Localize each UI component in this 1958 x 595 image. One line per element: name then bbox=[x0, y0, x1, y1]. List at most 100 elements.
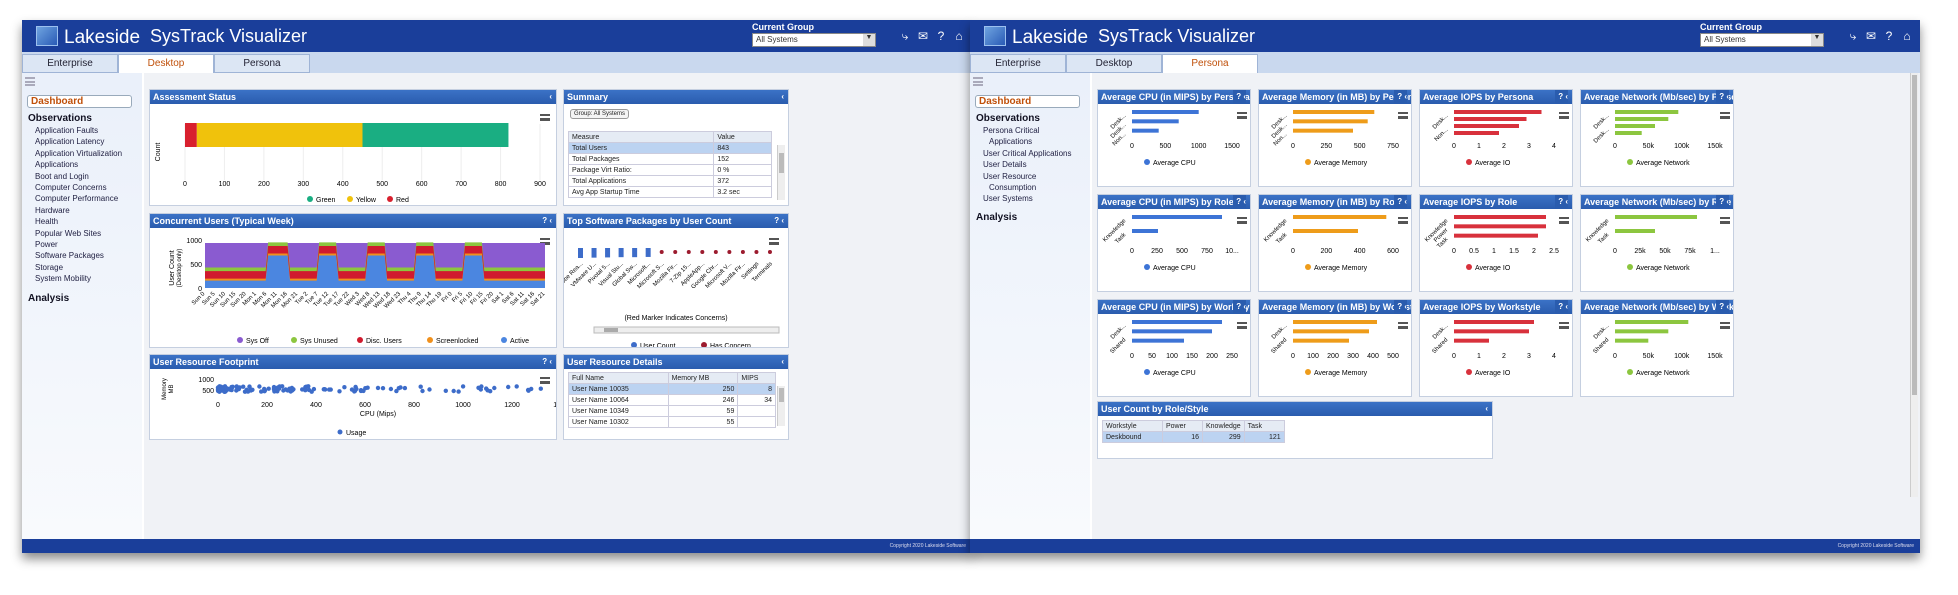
col-task[interactable]: Task bbox=[1243, 420, 1285, 432]
scatter-point[interactable] bbox=[280, 384, 285, 389]
sidebar-item-storage[interactable]: Storage bbox=[35, 262, 64, 272]
tab-persona[interactable]: Persona bbox=[214, 54, 310, 73]
legend-label[interactable]: Average IO bbox=[1475, 160, 1511, 167]
sidebar-item-persona-critical[interactable]: Persona Critical bbox=[983, 126, 1040, 135]
legend-label[interactable]: Average CPU bbox=[1153, 370, 1196, 377]
scatter-point[interactable] bbox=[276, 386, 282, 391]
table-row[interactable]: Package Virt Ratio: 0 % bbox=[567, 164, 772, 176]
table-row[interactable]: Total Applications 372 bbox=[567, 175, 772, 187]
bar[interactable] bbox=[1615, 117, 1669, 121]
concern-marker[interactable] bbox=[740, 250, 745, 254]
legend-label[interactable]: Yellow bbox=[356, 197, 377, 204]
concern-marker[interactable] bbox=[767, 250, 772, 254]
bar[interactable] bbox=[1132, 338, 1184, 343]
chart-menu-icon[interactable] bbox=[1720, 322, 1730, 329]
legend-label[interactable]: User Count bbox=[640, 343, 675, 347]
concern-marker[interactable] bbox=[686, 250, 691, 254]
bar[interactable] bbox=[1293, 215, 1387, 219]
bar[interactable] bbox=[1454, 224, 1546, 229]
legend-label[interactable]: Green bbox=[316, 197, 336, 204]
legend-label[interactable]: Active bbox=[510, 338, 529, 345]
chart-menu-icon[interactable] bbox=[1237, 217, 1247, 224]
scatter-point[interactable] bbox=[484, 386, 489, 391]
help-icon[interactable]: ? bbox=[937, 29, 945, 43]
scatter-point[interactable] bbox=[309, 389, 314, 394]
scatter-point[interactable] bbox=[420, 388, 425, 394]
bar[interactable] bbox=[1454, 117, 1527, 121]
scatter-point[interactable] bbox=[262, 388, 268, 393]
bar[interactable] bbox=[1454, 215, 1546, 219]
chart-menu-icon[interactable] bbox=[1398, 322, 1408, 329]
help-collapse-icon[interactable]: ? ‹ bbox=[1555, 300, 1568, 314]
scatter-point[interactable] bbox=[259, 389, 264, 394]
legend-label[interactable]: Usage bbox=[346, 430, 366, 437]
sidebar-heading-observations[interactable]: Observations bbox=[28, 113, 92, 124]
collapse-icon[interactable]: ‹ bbox=[781, 92, 784, 101]
sidebar-item-user-details[interactable]: User Details bbox=[983, 160, 1027, 170]
bar[interactable] bbox=[1454, 233, 1538, 238]
chart-menu-icon[interactable] bbox=[1237, 112, 1247, 119]
chart-menu-icon[interactable] bbox=[1398, 112, 1408, 119]
concern-marker[interactable] bbox=[713, 250, 718, 254]
bar[interactable] bbox=[1293, 119, 1368, 124]
legend-label[interactable]: Disc. Users bbox=[366, 338, 402, 345]
help-collapse-icon[interactable]: ? ‹ bbox=[774, 216, 784, 225]
tab-desktop[interactable]: Desktop bbox=[118, 54, 214, 73]
chart-menu-icon[interactable] bbox=[540, 377, 550, 384]
help-collapse-icon[interactable]: ? ‹ bbox=[1716, 195, 1729, 209]
scatter-point[interactable] bbox=[451, 388, 456, 394]
scatter-point[interactable] bbox=[248, 388, 254, 393]
bar[interactable] bbox=[1615, 320, 1689, 324]
scatter-point[interactable] bbox=[506, 384, 511, 390]
bar[interactable] bbox=[1293, 338, 1349, 343]
bar[interactable] bbox=[1615, 110, 1679, 114]
sidebar-heading-analysis[interactable]: Analysis bbox=[976, 212, 1018, 223]
help-collapse-icon[interactable]: ? ‹ bbox=[1716, 300, 1729, 314]
scatter-point[interactable] bbox=[514, 384, 519, 389]
legend-label[interactable]: Sys Unused bbox=[300, 338, 338, 345]
scatter-point[interactable] bbox=[272, 389, 277, 394]
scatter-point[interactable] bbox=[479, 384, 484, 389]
chart-menu-icon[interactable] bbox=[769, 238, 779, 245]
bar[interactable] bbox=[645, 248, 651, 257]
tab-enterprise[interactable]: Enterprise bbox=[970, 54, 1066, 73]
bar[interactable] bbox=[1293, 110, 1375, 114]
bar[interactable] bbox=[1615, 329, 1669, 334]
bar[interactable] bbox=[1132, 229, 1158, 233]
chart-menu-icon[interactable] bbox=[1720, 112, 1730, 119]
details-scrollbar[interactable] bbox=[777, 386, 785, 426]
sidebar-item-application-virtualization[interactable]: Application Virtualization bbox=[35, 148, 123, 158]
help-collapse-icon[interactable]: ? ‹ bbox=[542, 216, 552, 225]
scatter-point[interactable] bbox=[443, 388, 448, 393]
col-memory-mb[interactable]: Memory MB bbox=[667, 372, 739, 384]
legend-label[interactable]: Average CPU bbox=[1153, 160, 1196, 167]
legend-label[interactable]: Red bbox=[396, 197, 409, 204]
help-collapse-icon[interactable]: ? ‹ bbox=[1555, 90, 1568, 104]
bar[interactable] bbox=[1454, 110, 1542, 114]
legend-label[interactable]: Average CPU bbox=[1153, 265, 1196, 272]
bar[interactable] bbox=[1615, 229, 1655, 233]
legend-label[interactable]: Average Memory bbox=[1314, 370, 1368, 377]
sidebar-heading-analysis[interactable]: Analysis bbox=[28, 293, 70, 304]
sidebar-item-user-resource[interactable]: User Resource bbox=[983, 171, 1037, 181]
help-collapse-icon[interactable]: ? ‹ bbox=[1394, 300, 1407, 314]
bar[interactable] bbox=[1615, 124, 1655, 128]
legend-label[interactable]: Average IO bbox=[1475, 265, 1511, 272]
menu-icon[interactable] bbox=[973, 77, 983, 86]
chart-menu-icon[interactable] bbox=[1237, 322, 1247, 329]
table-row[interactable]: Total Users 843 bbox=[567, 142, 772, 154]
legend-label[interactable]: Screenlocked bbox=[436, 338, 479, 345]
scatter-point[interactable] bbox=[229, 386, 234, 391]
menu-icon[interactable] bbox=[25, 77, 35, 86]
scatter-point[interactable] bbox=[365, 385, 370, 390]
share-icon[interactable]: ⤷ bbox=[901, 29, 909, 43]
current-group-select[interactable]: All Systems ▼ bbox=[1700, 33, 1824, 47]
scatter-point[interactable] bbox=[375, 385, 381, 391]
help-icon[interactable]: ? bbox=[1885, 29, 1893, 43]
sidebar-item-software-packages[interactable]: Software Packages bbox=[35, 251, 104, 261]
bar[interactable] bbox=[1615, 338, 1649, 343]
bar[interactable] bbox=[1615, 131, 1642, 135]
legend-label[interactable]: Average Network bbox=[1636, 370, 1690, 377]
sidebar-heading-observations[interactable]: Observations bbox=[976, 113, 1040, 124]
legend-label[interactable]: Average Network bbox=[1636, 160, 1690, 167]
